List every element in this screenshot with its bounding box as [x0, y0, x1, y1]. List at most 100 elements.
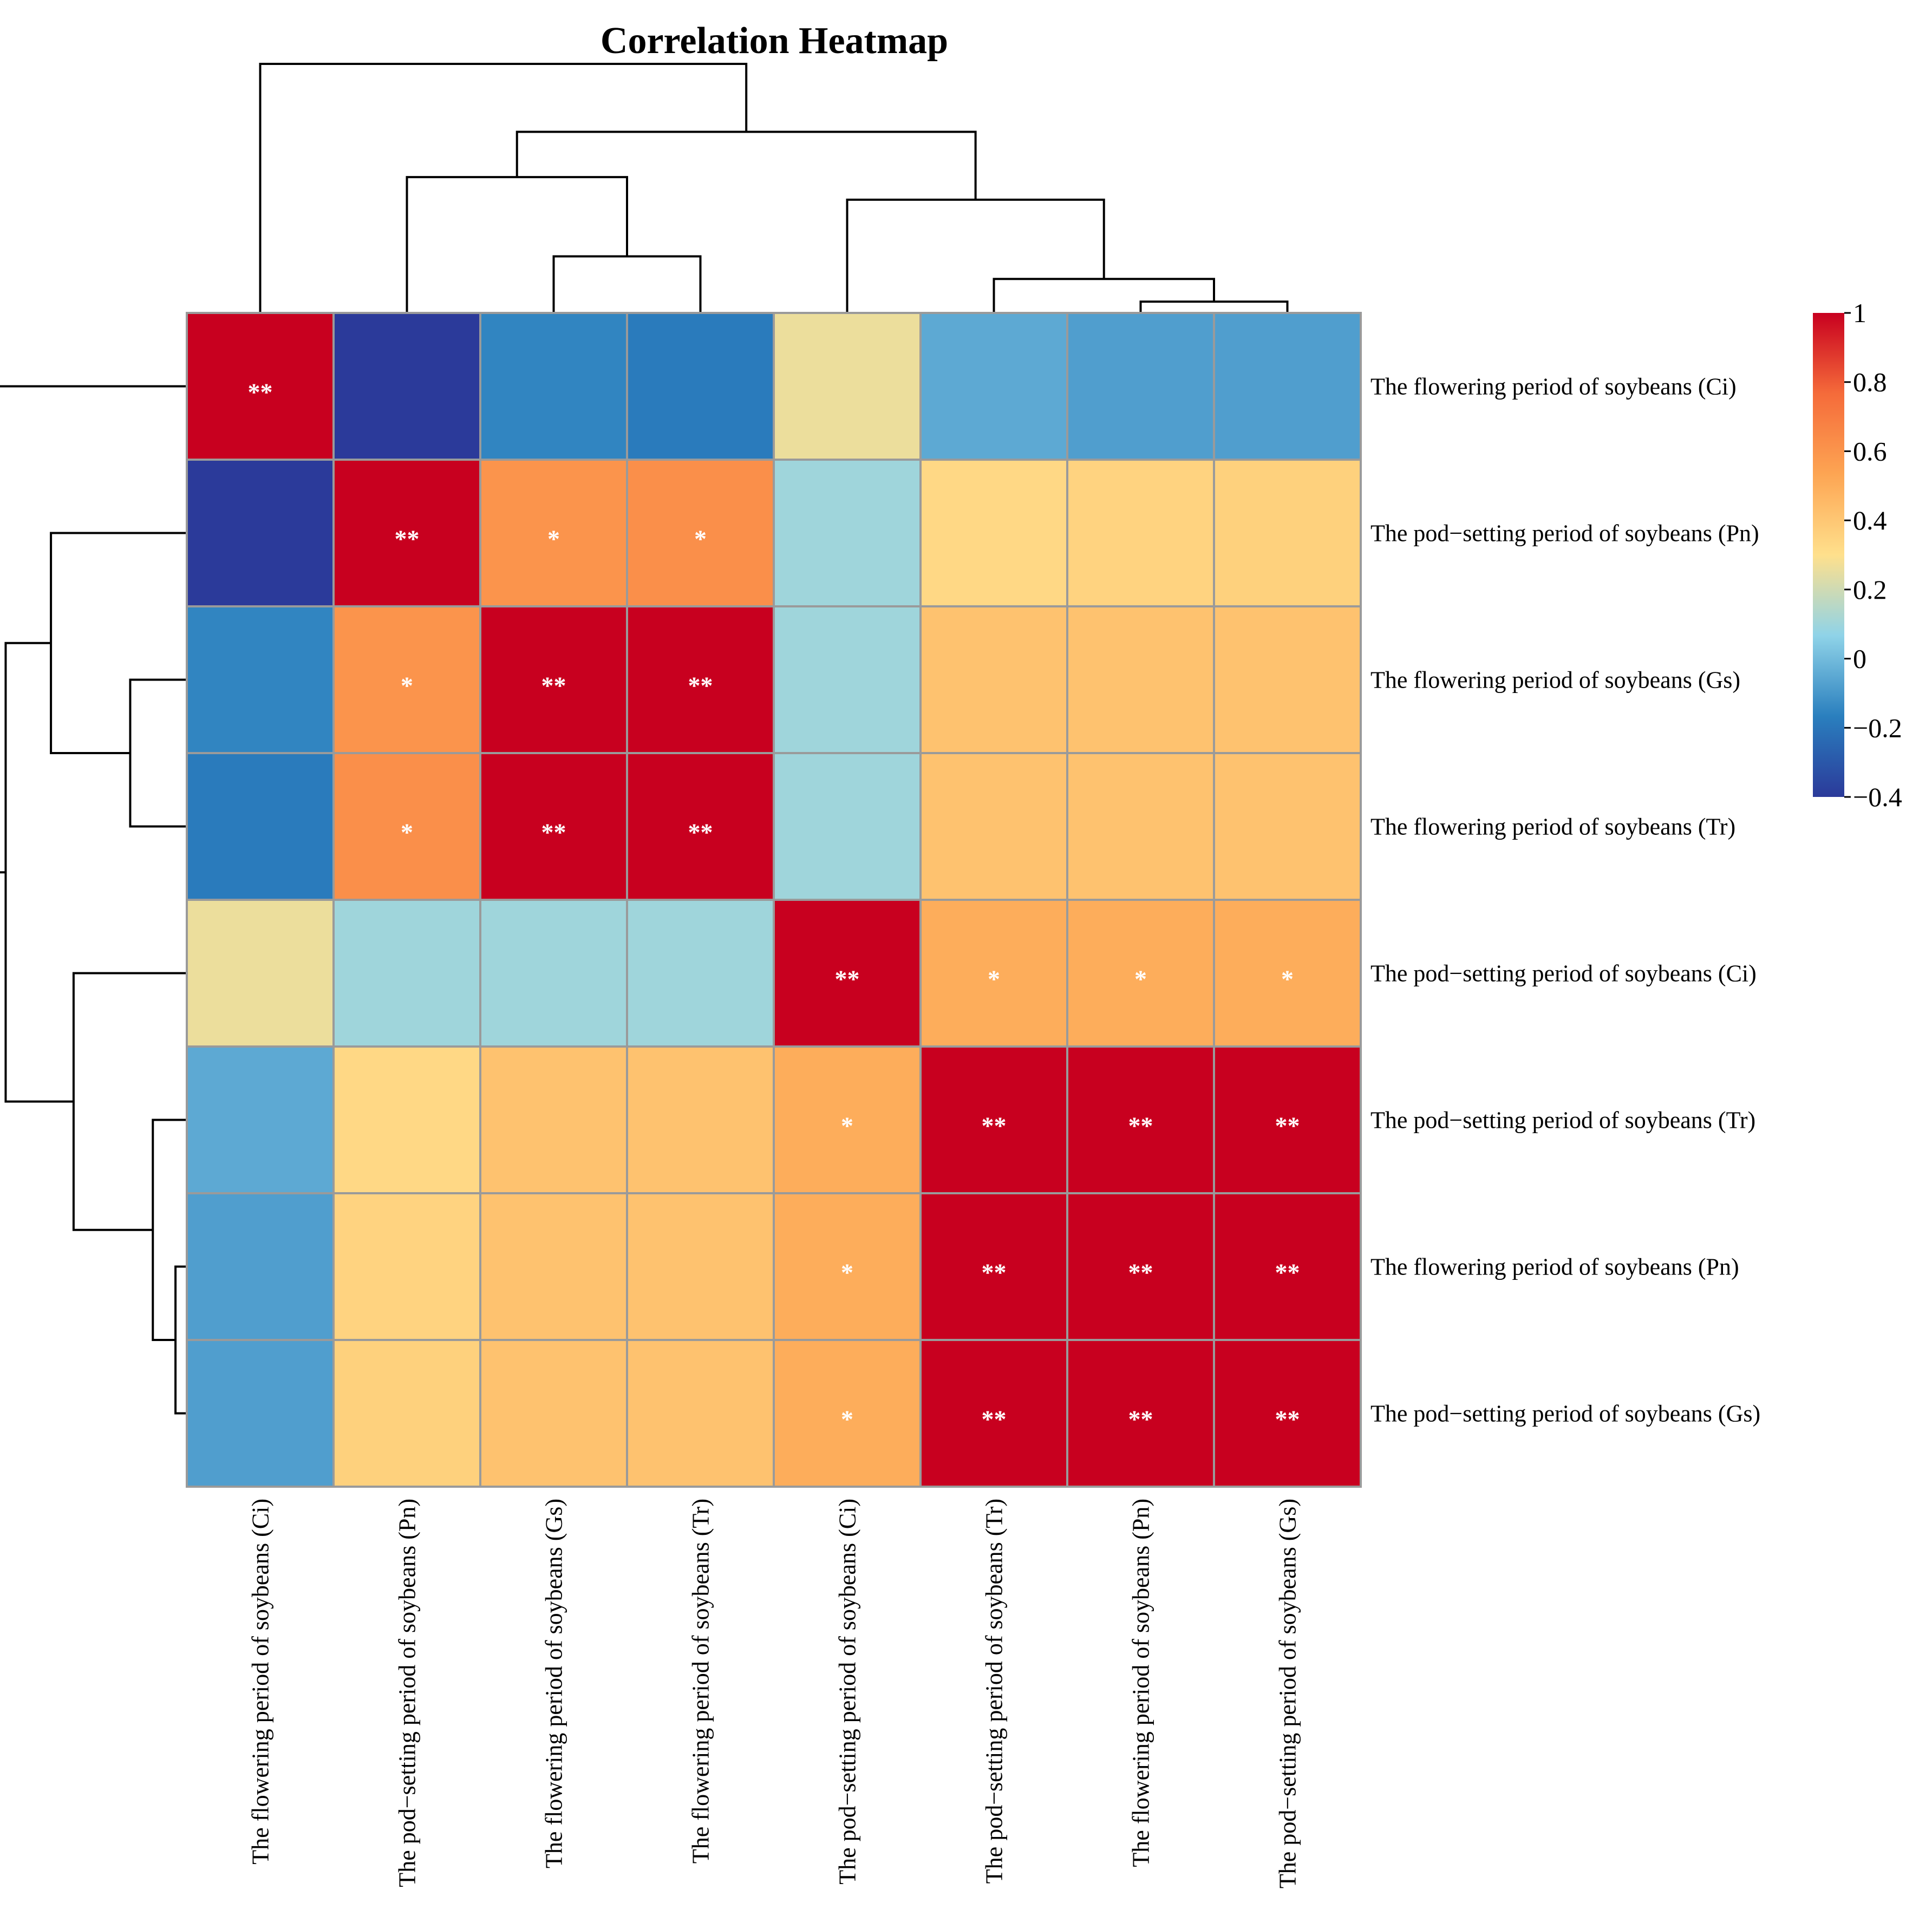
heatmap-cell — [919, 605, 1068, 754]
dendrogram-branch — [846, 198, 1105, 313]
heatmap-cell — [332, 312, 481, 461]
dendrogram-branch — [1139, 300, 1289, 313]
colorbar-tick-label: 0.2 — [1853, 574, 1887, 605]
significance-marker: ** — [1275, 1112, 1300, 1140]
dendrogram-branch — [0, 385, 187, 874]
row-label: The flowering period of soybeans (Tr) — [1370, 814, 1735, 840]
significance-marker: * — [401, 819, 413, 846]
dendrogram-branch — [174, 1265, 187, 1415]
colorbar-tick-label: −0.2 — [1853, 712, 1902, 743]
heatmap-cell — [332, 752, 481, 901]
heatmap-cell — [626, 1045, 775, 1194]
significance-marker: ** — [1128, 1405, 1153, 1433]
dendrogram-branch — [406, 176, 628, 313]
significance-marker: ** — [982, 1259, 1007, 1286]
heatmap-cell — [773, 312, 922, 461]
dendrogram-branch — [4, 642, 74, 1103]
heatmap-cell — [332, 1339, 481, 1488]
heatmap-cell — [1213, 1045, 1362, 1194]
heatmap-cell — [1066, 1192, 1215, 1341]
colorbar-gradient-bar — [1813, 313, 1844, 797]
significance-marker: * — [1134, 965, 1147, 993]
heatmap-cell — [626, 1339, 775, 1488]
heatmap-cell — [1066, 312, 1215, 461]
heatmap-cell — [332, 459, 481, 607]
column-label: The pod−setting period of soybeans (Pn) — [394, 1499, 421, 1887]
heatmap-cell — [773, 1339, 922, 1488]
heatmap-cell — [186, 1192, 335, 1341]
colorbar-tick-label: 0 — [1853, 644, 1866, 674]
heatmap-cell — [1066, 1045, 1215, 1194]
significance-marker: * — [547, 525, 560, 553]
heatmap-cell — [332, 899, 481, 1048]
column-label: The pod−setting period of soybeans (Ci) — [834, 1499, 861, 1885]
heatmap-cell — [479, 605, 628, 754]
heatmap-cell — [332, 1045, 481, 1194]
heatmap-cell — [1213, 1192, 1362, 1341]
significance-marker: ** — [395, 525, 420, 553]
heatmap-cell — [626, 312, 775, 461]
significance-marker: ** — [982, 1112, 1007, 1140]
row-label: The flowering period of soybeans (Pn) — [1370, 1254, 1739, 1280]
dendrogram-branch — [152, 1119, 187, 1341]
dendrogram-branch — [50, 532, 187, 754]
column-dendrogram — [259, 63, 1289, 313]
row-label: The flowering period of soybeans (Ci) — [1370, 374, 1737, 400]
significance-marker: ** — [1275, 1405, 1300, 1433]
heatmap-cell — [1066, 752, 1215, 901]
significance-marker: * — [841, 1112, 853, 1140]
heatmap-cell — [919, 1192, 1068, 1341]
column-label: The pod−setting period of soybeans (Tr) — [981, 1499, 1008, 1884]
heatmap-cell — [1213, 459, 1362, 607]
heatmap-cell — [919, 899, 1068, 1048]
heatmap-cell — [1213, 605, 1362, 754]
dendrogram-branch — [993, 278, 1215, 313]
significance-marker: * — [841, 1405, 853, 1433]
significance-marker: ** — [541, 819, 566, 846]
heatmap-cell — [332, 1192, 481, 1341]
heatmap-cells — [186, 312, 1362, 1488]
significance-marker: ** — [1128, 1112, 1153, 1140]
dendrogram-branch — [72, 972, 187, 1231]
heatmap-cell — [479, 1339, 628, 1488]
significance-marker: * — [1281, 965, 1294, 993]
color-legend: 1 0.8 0.6 0.4 0.2 0 −0.2 −0.4 — [1813, 298, 1902, 812]
heatmap-cell — [186, 312, 335, 461]
colorbar-tick-label: 0.4 — [1853, 505, 1887, 535]
colorbar-tick-label: −0.4 — [1853, 782, 1902, 812]
heatmap-cell — [479, 899, 628, 1048]
significance-marker: ** — [541, 672, 566, 699]
heatmap-cell — [773, 459, 922, 607]
row-label: The pod−setting period of soybeans (Pn) — [1370, 520, 1759, 547]
heatmap-cell — [186, 605, 335, 754]
row-label: The pod−setting period of soybeans (Tr) — [1370, 1107, 1755, 1134]
heatmap-cell — [626, 459, 775, 607]
heatmap-cell — [186, 1339, 335, 1488]
heatmap-cell — [1066, 605, 1215, 754]
significance-marker: * — [841, 1259, 853, 1286]
row-label: The pod−setting period of soybeans (Gs) — [1370, 1401, 1760, 1427]
heatmap-cell — [626, 1192, 775, 1341]
significance-marker: ** — [982, 1405, 1007, 1433]
heatmap-cell — [773, 752, 922, 901]
heatmap-cell — [919, 312, 1068, 461]
column-label: The flowering period of soybeans (Tr) — [688, 1499, 714, 1863]
column-label: The flowering period of soybeans (Pn) — [1128, 1499, 1154, 1867]
heatmap-cell — [773, 605, 922, 754]
heatmap-cell — [1066, 1339, 1215, 1488]
dendrogram-branch — [259, 63, 748, 313]
colorbar-tick-label: 0.6 — [1853, 436, 1887, 466]
heatmap-cell — [773, 1192, 922, 1341]
colorbar-tick-label: 0.8 — [1853, 367, 1887, 397]
heatmap-cell — [1213, 1339, 1362, 1488]
significance-marker: ** — [688, 819, 713, 846]
heatmap-cell — [479, 1045, 628, 1194]
heatmap-cell — [919, 459, 1068, 607]
dendrogram-branch — [129, 678, 187, 828]
significance-marker: * — [988, 965, 1000, 993]
heatmap-cell — [919, 1045, 1068, 1194]
column-label: The pod−setting period of soybeans (Gs) — [1275, 1499, 1301, 1888]
heatmap-cell — [479, 459, 628, 607]
heatmap-cell — [919, 752, 1068, 901]
